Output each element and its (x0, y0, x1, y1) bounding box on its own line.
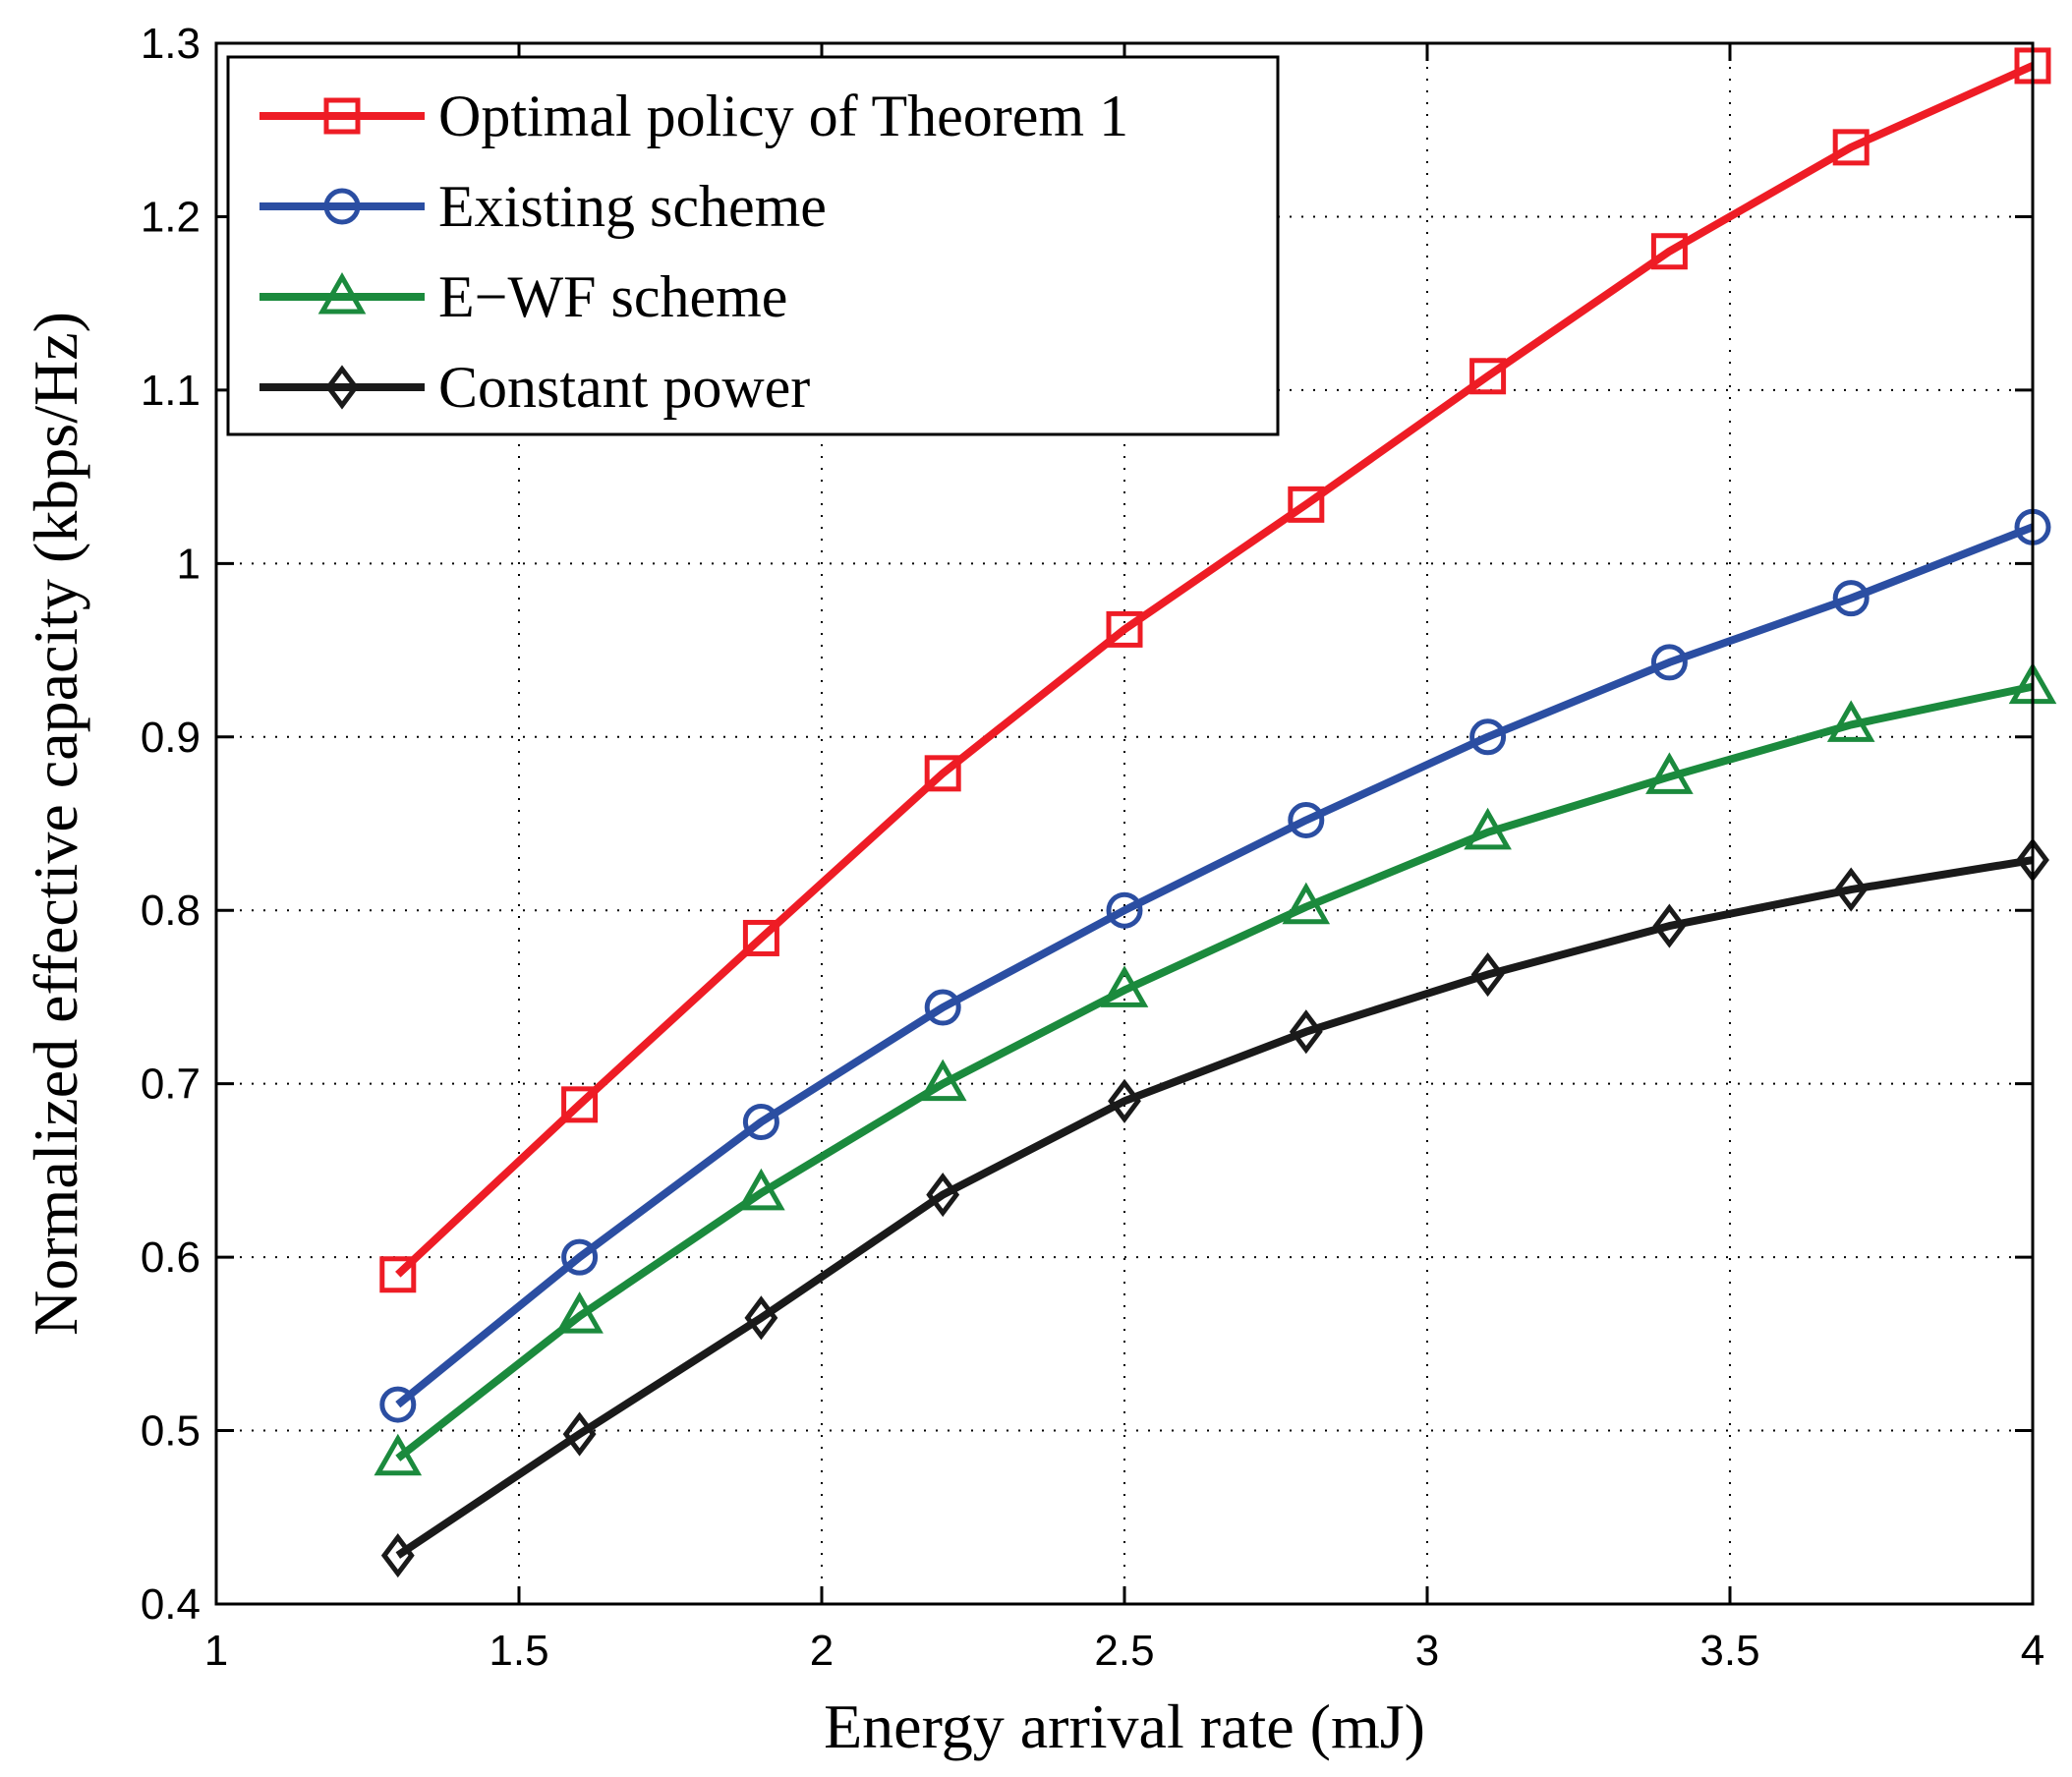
triangle-marker (1826, 700, 1875, 742)
y-tick-label: 0.4 (141, 1580, 201, 1629)
x-tick-label: 1.5 (489, 1627, 548, 1675)
y-tick-label: 0.8 (141, 887, 201, 935)
series-line (395, 856, 2034, 1559)
triangle-marker (374, 1433, 423, 1476)
legend-label: Existing scheme (438, 174, 827, 239)
triangle-marker (1645, 752, 1694, 794)
legend-entry: Optimal policy of Theorem 1 (259, 84, 1128, 148)
diamond-marker (744, 1295, 778, 1341)
series-2 (379, 508, 2051, 1423)
series-line (395, 682, 2034, 1462)
y-tick-label: 0.7 (141, 1060, 201, 1109)
circle-marker (561, 1238, 599, 1276)
diamond-marker (325, 365, 359, 410)
diamond-marker (1834, 867, 1869, 912)
diamond-marker (1470, 951, 1505, 998)
circle-marker (924, 989, 961, 1026)
series-line (395, 523, 2035, 1408)
y-tick-label: 1 (177, 540, 201, 588)
series-line (395, 62, 2035, 1278)
series-layer (374, 47, 2057, 1578)
circle-marker (323, 188, 361, 225)
triangle-marker (1464, 807, 1512, 850)
legend-label: Constant power (438, 355, 810, 420)
diamond-marker (1108, 1078, 1141, 1123)
square-marker (1288, 486, 1325, 523)
square-marker (1650, 233, 1688, 270)
ticks: 1 1.5 2 2.5 3 3.5 4 0.4 0.5 0.6 0.7 0.8 0.9 1 1.1 1.2 1.… (141, 20, 2044, 1675)
x-axis-title: Energy arrival rate (mJ) (824, 1691, 1425, 1761)
y-axis-title: Normalized effective capacity (kbps/Hz) (21, 312, 90, 1336)
x-tick-label: 3.5 (1699, 1627, 1759, 1675)
y-tick-label: 0.9 (141, 714, 201, 762)
triangle-marker (1100, 965, 1149, 1007)
series-1 (379, 47, 2051, 1293)
legend-label: E−WF scheme (438, 264, 787, 329)
diamond-marker (926, 1173, 960, 1218)
circle-marker (742, 1103, 779, 1140)
circle-marker (1832, 580, 1870, 617)
y-tick-label: 1.3 (141, 20, 201, 68)
x-tick-label: 2 (810, 1627, 834, 1675)
diamond-marker (562, 1411, 597, 1457)
legend-label: Optimal policy of Theorem 1 (438, 84, 1128, 148)
y-tick-label: 1.1 (141, 367, 201, 415)
diamond-marker (1652, 903, 1687, 948)
circle-marker (1650, 644, 1688, 681)
legend-entry: Constant power (259, 355, 810, 420)
x-tick-label: 3 (1415, 1627, 1439, 1675)
diamond-marker (380, 1533, 415, 1578)
y-tick-label: 1.2 (141, 193, 201, 241)
series-3 (374, 661, 2057, 1476)
circle-marker (1469, 718, 1507, 756)
square-marker (742, 919, 779, 956)
circle-marker (1288, 801, 1325, 838)
circle-marker (1106, 891, 1143, 929)
y-tick-label: 0.5 (141, 1407, 201, 1456)
x-tick-label: 4 (2021, 1627, 2044, 1675)
square-marker (379, 1256, 417, 1293)
x-tick-label: 1 (204, 1627, 228, 1675)
x-tick-label: 2.5 (1094, 1627, 1154, 1675)
square-marker (561, 1086, 599, 1123)
square-marker (1832, 129, 1870, 166)
legend-entry: Existing scheme (259, 174, 827, 239)
triangle-marker (1282, 882, 1331, 925)
triangle-marker (317, 271, 367, 315)
y-tick-label: 0.6 (141, 1233, 201, 1282)
square-marker (1106, 610, 1143, 648)
legend: Optimal policy of Theorem 1 Existing sche… (226, 55, 1280, 436)
diamond-marker (1289, 1009, 1323, 1055)
square-marker (924, 755, 961, 792)
triangle-marker (918, 1059, 967, 1102)
circle-marker (379, 1386, 417, 1423)
triangle-marker (555, 1291, 604, 1334)
legend-entry: E−WF scheme (259, 264, 787, 329)
square-marker (1469, 358, 1507, 395)
triangle-marker (737, 1168, 785, 1211)
square-marker (323, 97, 361, 135)
